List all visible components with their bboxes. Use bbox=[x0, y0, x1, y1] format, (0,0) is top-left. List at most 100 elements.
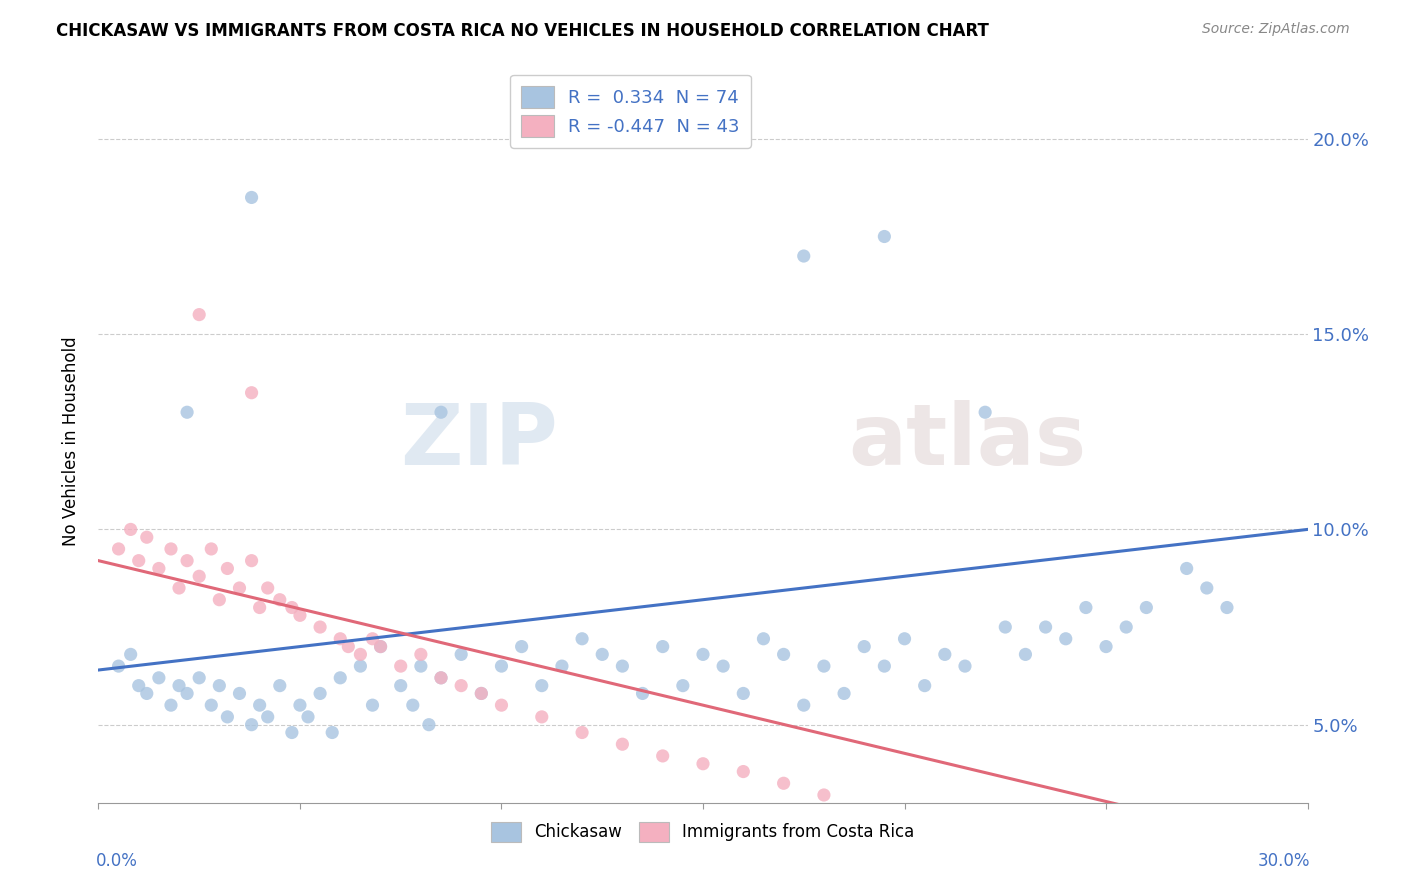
Point bbox=[188, 671, 211, 685]
Text: 0.0%: 0.0% bbox=[96, 852, 138, 870]
Point bbox=[893, 632, 915, 646]
Point bbox=[893, 804, 915, 818]
Point bbox=[510, 640, 533, 654]
Point bbox=[349, 659, 371, 673]
Point bbox=[953, 659, 976, 673]
Point bbox=[167, 581, 190, 595]
Point bbox=[160, 698, 183, 713]
Point bbox=[176, 686, 198, 700]
Text: atlas: atlas bbox=[848, 400, 1087, 483]
Point bbox=[711, 659, 734, 673]
Point bbox=[1054, 632, 1077, 646]
Point bbox=[994, 620, 1017, 634]
Point bbox=[217, 710, 239, 724]
Point bbox=[128, 679, 150, 693]
Point bbox=[591, 648, 613, 662]
Point bbox=[651, 748, 673, 763]
Point bbox=[329, 671, 352, 685]
Point bbox=[934, 815, 956, 830]
Point bbox=[853, 640, 876, 654]
Point bbox=[135, 530, 157, 544]
Point bbox=[217, 561, 239, 575]
Point bbox=[733, 764, 755, 779]
Point bbox=[329, 632, 352, 646]
Point bbox=[832, 686, 855, 700]
Point bbox=[288, 698, 311, 713]
Point bbox=[914, 679, 936, 693]
Point bbox=[571, 632, 593, 646]
Point bbox=[733, 686, 755, 700]
Point bbox=[167, 679, 190, 693]
Point bbox=[551, 659, 574, 673]
Point bbox=[249, 600, 271, 615]
Point bbox=[228, 581, 250, 595]
Point bbox=[470, 686, 492, 700]
Point bbox=[120, 523, 142, 537]
Point bbox=[772, 648, 794, 662]
Point bbox=[176, 405, 198, 419]
Point bbox=[269, 679, 291, 693]
Point bbox=[571, 725, 593, 739]
Text: 30.0%: 30.0% bbox=[1258, 852, 1310, 870]
Point bbox=[349, 648, 371, 662]
Point bbox=[240, 717, 263, 731]
Point bbox=[1074, 600, 1097, 615]
Point bbox=[1135, 600, 1157, 615]
Point bbox=[120, 648, 142, 662]
Point bbox=[256, 710, 278, 724]
Point bbox=[321, 725, 343, 739]
Point bbox=[1195, 581, 1218, 595]
Point bbox=[813, 788, 835, 802]
Point bbox=[402, 698, 425, 713]
Point bbox=[208, 679, 231, 693]
Point bbox=[208, 592, 231, 607]
Point bbox=[813, 659, 835, 673]
Point bbox=[470, 686, 492, 700]
Point bbox=[337, 640, 360, 654]
Legend: Chickasaw, Immigrants from Costa Rica: Chickasaw, Immigrants from Costa Rica bbox=[485, 815, 921, 848]
Point bbox=[692, 648, 714, 662]
Point bbox=[288, 608, 311, 623]
Text: Source: ZipAtlas.com: Source: ZipAtlas.com bbox=[1202, 22, 1350, 37]
Point bbox=[974, 405, 997, 419]
Point bbox=[530, 679, 553, 693]
Point bbox=[1175, 561, 1198, 575]
Point bbox=[240, 554, 263, 568]
Point bbox=[240, 190, 263, 204]
Point bbox=[631, 686, 654, 700]
Point bbox=[418, 717, 440, 731]
Point bbox=[256, 581, 278, 595]
Text: ZIP: ZIP bbox=[401, 400, 558, 483]
Point bbox=[309, 620, 332, 634]
Point bbox=[389, 659, 412, 673]
Text: CHICKASAW VS IMMIGRANTS FROM COSTA RICA NO VEHICLES IN HOUSEHOLD CORRELATION CHA: CHICKASAW VS IMMIGRANTS FROM COSTA RICA … bbox=[56, 22, 988, 40]
Point bbox=[430, 671, 453, 685]
Point bbox=[148, 561, 170, 575]
Point bbox=[409, 659, 432, 673]
Point bbox=[752, 632, 775, 646]
Point bbox=[176, 554, 198, 568]
Point bbox=[873, 659, 896, 673]
Point bbox=[281, 600, 304, 615]
Point bbox=[135, 686, 157, 700]
Point bbox=[612, 737, 634, 751]
Point bbox=[188, 308, 211, 322]
Point bbox=[107, 541, 129, 556]
Point bbox=[1216, 600, 1239, 615]
Point bbox=[200, 541, 222, 556]
Point bbox=[240, 385, 263, 400]
Point bbox=[389, 679, 412, 693]
Point bbox=[309, 686, 332, 700]
Point bbox=[370, 640, 392, 654]
Point bbox=[692, 756, 714, 771]
Point bbox=[1115, 620, 1137, 634]
Point bbox=[128, 554, 150, 568]
Point bbox=[530, 710, 553, 724]
Point bbox=[1035, 620, 1057, 634]
Point bbox=[793, 698, 815, 713]
Point bbox=[491, 698, 513, 713]
Point bbox=[651, 640, 673, 654]
Point bbox=[160, 541, 183, 556]
Point bbox=[107, 659, 129, 673]
Point bbox=[188, 569, 211, 583]
